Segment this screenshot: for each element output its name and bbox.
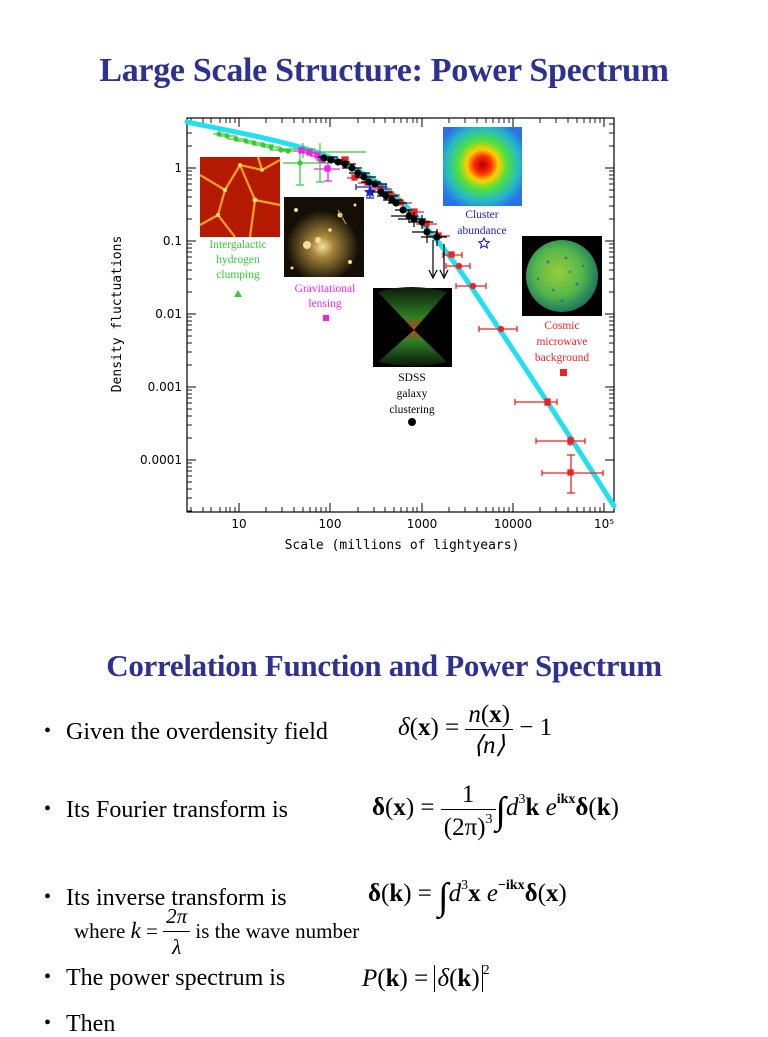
svg-text:clumping: clumping: [216, 269, 260, 281]
formula-inverse: δ(k) = ∫d3x e−ikxδ(x): [368, 876, 567, 918]
svg-text:Intergalactic: Intergalactic: [209, 239, 266, 251]
x-tick-label: 100: [319, 517, 342, 531]
svg-text:Cluster: Cluster: [465, 209, 498, 221]
svg-text:SDSS: SDSS: [398, 372, 426, 384]
bullet-icon: •: [44, 720, 52, 742]
square-marker-icon: [323, 315, 329, 321]
series-hydrogen: [213, 131, 366, 186]
y-axis-label: Density fluctuations: [110, 236, 125, 393]
x-tick-label: 10: [231, 517, 246, 531]
y-tick-label: 0.01: [155, 307, 182, 321]
bullet-text: The power spectrum is: [66, 965, 286, 991]
power-spectrum-chart: 1 0.1 0.01 0.001 0.0001 10 100 1000 1000…: [110, 117, 617, 553]
annotation-cmb: Cosmic microwave background: [535, 320, 590, 376]
slide-title-correlation: Correlation Function and Power Spectrum: [106, 648, 662, 683]
svg-text:hydrogen: hydrogen: [216, 254, 260, 266]
series-sdss: [318, 154, 449, 280]
lensing-cluster-image: [284, 197, 364, 277]
wave-number-note: where k = 2π λ is the wave number: [74, 904, 360, 959]
series-cluster: [355, 182, 387, 199]
y-tick-label: 0.0001: [140, 453, 182, 467]
hydrogen-web-image: [199, 156, 281, 238]
slide-title-power-spectrum: Large Scale Structure: Power Spectrum: [99, 52, 669, 89]
cluster-xray-image: [443, 127, 522, 206]
bullet-text: Then: [66, 1011, 116, 1037]
annotation-hydrogen: Intergalactic hydrogen clumping: [209, 239, 267, 297]
bullet-then: • Then: [44, 1012, 115, 1036]
x-tick-label: 1000: [407, 517, 438, 531]
sdss-wedge-image: [373, 287, 452, 367]
annotation-lensing: Gravitational lensing: [295, 283, 356, 321]
svg-text:clustering: clustering: [389, 404, 435, 416]
annotation-sdss: SDSS galaxy clustering: [389, 372, 435, 426]
model-curve: [184, 119, 617, 509]
y-tick-label: 0.001: [148, 380, 182, 394]
svg-text:background: background: [535, 352, 590, 364]
y-ticks: [187, 123, 614, 512]
y-tick-label: 0.1: [163, 234, 182, 248]
x-tick-label: 10⁵: [594, 517, 614, 531]
bullet-inverse: • Its inverse transform is: [44, 886, 287, 910]
bullet-text: Its Fourier transform is: [66, 797, 288, 823]
svg-text:Cosmic: Cosmic: [544, 320, 579, 332]
svg-text:galaxy: galaxy: [397, 388, 428, 400]
plot-frame: [186, 117, 615, 513]
formula-overdensity: δ(x) = n(x) ⟨n⟩ − 1: [398, 701, 553, 759]
svg-text:microwave: microwave: [536, 336, 587, 348]
x-tick-label: 10000: [494, 517, 532, 531]
bullet-icon: •: [44, 966, 52, 988]
circle-marker-icon: [408, 418, 416, 426]
annotation-cluster: Cluster abundance: [457, 209, 507, 249]
bullet-overdensity: • Given the overdensity field: [44, 720, 328, 744]
svg-text:abundance: abundance: [457, 225, 506, 237]
bullet-text: Given the overdensity field: [66, 719, 328, 745]
y-tick-label: 1: [174, 161, 182, 175]
cmb-sphere-image: [522, 236, 602, 316]
triangle-marker-icon: [234, 290, 242, 297]
bullet-icon: •: [44, 886, 52, 908]
x-axis-label: Scale (millions of lightyears): [285, 538, 520, 553]
x-tick-labels: 10 100 1000 10000 10⁵: [231, 517, 614, 531]
bullet-icon: •: [44, 798, 52, 820]
bullet-fourier: • Its Fourier transform is: [44, 798, 288, 822]
bullet-icon: •: [44, 1012, 52, 1034]
bullet-power: • The power spectrum is: [44, 966, 285, 990]
formula-power-spectrum: P(k) = δ(k) 2: [362, 963, 490, 992]
square-marker-icon: [560, 369, 567, 376]
svg-text:lensing: lensing: [308, 298, 341, 310]
x-ticks: [190, 118, 605, 512]
star-marker-icon: [477, 236, 491, 249]
formula-fourier: δ(x) = 1 (2π)3 ∫d3k eikxδ(k): [372, 781, 619, 841]
bullet-text: Its inverse transform is: [66, 885, 287, 911]
y-tick-labels: 1 0.1 0.01 0.001 0.0001: [140, 161, 182, 467]
svg-text:Gravitational: Gravitational: [295, 283, 356, 295]
